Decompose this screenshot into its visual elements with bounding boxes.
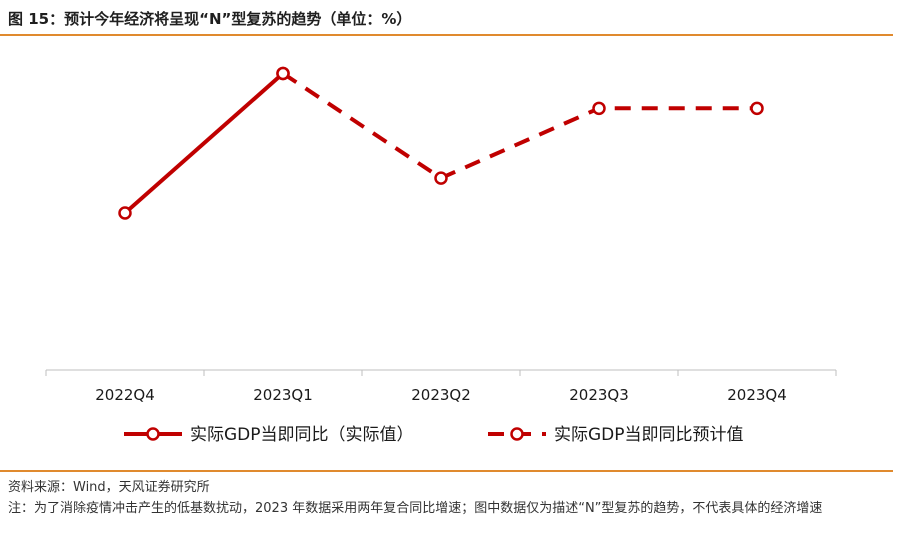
data-point-marker <box>276 66 290 81</box>
data-point-marker <box>434 171 448 185</box>
source-note: 资料来源：Wind，天风证券研究所 <box>8 480 210 495</box>
x-tick-label: 2023Q3 <box>569 386 629 404</box>
forecast-series-line <box>281 71 757 181</box>
line-chart: 2022Q4 2023Q1 2023Q2 2023Q3 2023Q4 实际GDP当即同比… <box>45 66 837 445</box>
x-tick-label: 2023Q4 <box>727 386 787 404</box>
legend-label-actual: 实际GDP当即同比（实际值） <box>190 425 414 445</box>
x-tick-label: 2023Q2 <box>411 386 471 404</box>
footer-divider <box>0 470 893 472</box>
actual-series-line <box>123 71 285 215</box>
x-axis: 2022Q4 2023Q1 2023Q2 2023Q3 2023Q4 <box>45 369 837 404</box>
chart-title: 图 15：预计今年经济将呈现“N”型复苏的趋势（单位：%） <box>8 10 412 28</box>
x-tick-label: 2023Q1 <box>253 386 313 404</box>
legend-marker-swatch <box>146 427 160 441</box>
footnote: 注：为了消除疫情冲击产生的低基数扰动，2023 年数据采用两年复合同比增速；图中… <box>8 501 823 516</box>
data-point-marker <box>118 206 132 220</box>
data-point-marker <box>750 101 764 116</box>
series-layer <box>118 66 764 220</box>
legend-label-forecast: 实际GDP当即同比预计值 <box>554 425 744 445</box>
legend-marker-swatch <box>510 427 524 441</box>
data-point-marker <box>592 101 606 116</box>
title-divider <box>0 34 893 36</box>
x-tick-label: 2022Q4 <box>95 386 155 404</box>
legend: 实际GDP当即同比（实际值） 实际GDP当即同比预计值 <box>124 425 744 445</box>
